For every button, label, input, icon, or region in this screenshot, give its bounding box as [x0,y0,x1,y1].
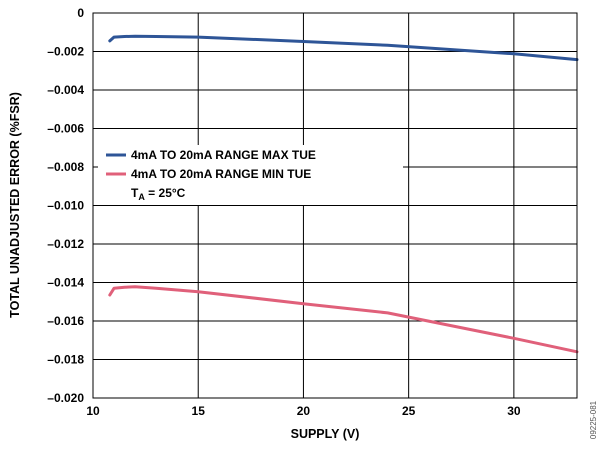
legend-label-min-tue: 4mA TO 20mA RANGE MIN TUE [131,167,311,181]
y-tick-label: –0.008 [47,160,84,174]
y-tick-label: –0.010 [47,199,84,213]
y-tick-label: –0.002 [47,45,84,59]
y-axis-title: TOTAL UNADJUSTED ERROR (%FSR) [8,92,22,318]
y-tick-label: –0.012 [47,237,84,251]
series-line-max-tue [108,34,579,62]
x-tick-label: 25 [402,404,416,418]
x-tick-label: 15 [192,404,206,418]
y-tick-label: –0.006 [47,122,84,136]
y-tick-label: –0.018 [47,353,84,367]
figure-id: 09225-081 [589,400,598,439]
y-tick-label: –0.020 [47,391,84,405]
x-tick-label: 30 [507,404,521,418]
series-lines [108,34,579,354]
series-line-min-tue [108,285,579,354]
temperature-annotation: TA = 25°C [131,186,186,202]
plot-area-frame [92,12,578,399]
x-axis-ticks: 10 15 20 25 30 [86,404,521,418]
grid-lines [92,12,577,399]
legend-background [98,145,403,205]
x-tick-label: 20 [297,404,311,418]
y-tick-label: –0.014 [47,276,84,290]
legend: 4mA TO 20mA RANGE MAX TUE 4mA TO 20mA RA… [98,145,403,205]
x-tick-label: 10 [86,404,100,418]
y-tick-label: –0.016 [47,314,84,328]
y-tick-label: 0 [77,6,84,20]
x-axis-title: SUPPLY (V) [291,427,360,441]
legend-label-max-tue: 4mA TO 20mA RANGE MAX TUE [131,148,316,162]
y-tick-label: –0.004 [47,83,84,97]
y-axis-ticks: 0 –0.002 –0.004 –0.006 –0.008 –0.010 –0.012 –0.… [47,6,84,405]
